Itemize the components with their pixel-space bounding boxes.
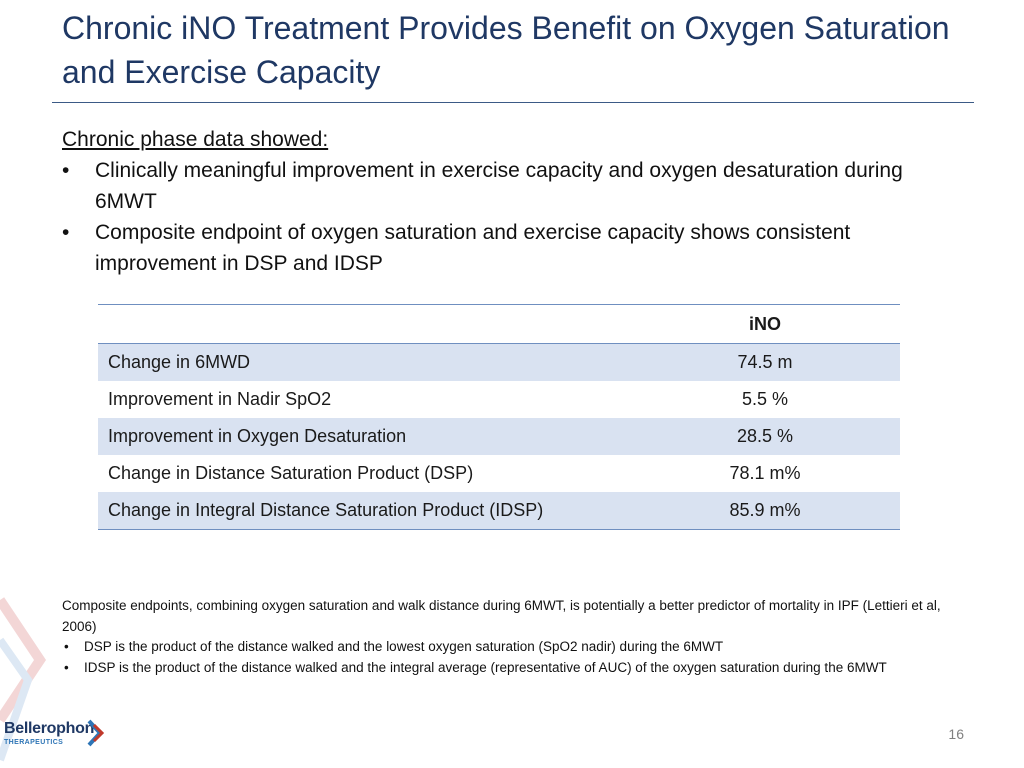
title-divider <box>52 102 974 103</box>
logo-name: Bellerophon <box>4 720 95 737</box>
footnote-bullet: • DSP is the product of the distance walk… <box>62 637 972 658</box>
row-label: Change in Integral Distance Saturation P… <box>108 500 544 520</box>
table-row: Change in Distance Saturation Product (D… <box>98 455 900 492</box>
row-value: 78.1 m% <box>729 463 801 483</box>
bullet-icon: • <box>62 159 70 182</box>
footnote-bullet-list: • DSP is the product of the distance walk… <box>62 637 972 678</box>
intro-bullet: • Composite endpoint of oxygen saturation… <box>62 217 962 279</box>
table-row: Change in Integral Distance Saturation P… <box>98 492 900 530</box>
company-logo: Bellerophon THERAPEUTICS <box>4 720 94 747</box>
bullet-icon: • <box>64 639 69 654</box>
table-header-label <box>98 305 630 344</box>
table-row: Change in 6MWD 74.5 m <box>98 343 900 381</box>
footnote-section: Composite endpoints, combining oxygen sa… <box>62 596 972 678</box>
bullet-icon: • <box>62 221 70 244</box>
row-value: 28.5 % <box>736 426 794 446</box>
row-value: 5.5 % <box>741 389 789 409</box>
page-number: 16 <box>948 726 964 742</box>
row-label: Improvement in Oxygen Desaturation <box>108 426 407 446</box>
row-value: 85.9 m% <box>729 500 801 520</box>
table-row: Improvement in Oxygen Desaturation 28.5 … <box>98 418 900 455</box>
results-table: iNO Change in 6MWD 74.5 m Improvement in… <box>98 304 900 530</box>
intro-section: Chronic phase data showed: • Clinically m… <box>62 124 962 279</box>
slide-title: Chronic iNO Treatment Provides Benefit o… <box>62 10 950 90</box>
row-label: Change in 6MWD <box>108 352 251 372</box>
row-label: Improvement in Nadir SpO2 <box>108 389 332 409</box>
row-value: 74.5 m <box>737 352 793 372</box>
intro-bullet-list: • Clinically meaningful improvement in ex… <box>62 155 962 279</box>
table-row: Improvement in Nadir SpO2 5.5 % <box>98 381 900 418</box>
table-header-row: iNO <box>98 304 900 344</box>
intro-heading: Chronic phase data showed: <box>62 128 329 151</box>
bullet-icon: • <box>64 659 69 675</box>
intro-bullet: • Clinically meaningful improvement in ex… <box>62 155 962 217</box>
bellerophon-chevron-logo-icon <box>87 719 105 747</box>
background-decoration <box>0 597 47 762</box>
table-header-ino: iNO <box>748 313 781 334</box>
footnote-text: Composite endpoints, combining oxygen sa… <box>62 598 941 634</box>
footnote-bullet: • IDSP is the product of the distance wal… <box>62 658 972 679</box>
row-label: Change in Distance Saturation Product (D… <box>108 463 474 483</box>
logo-subtitle: THERAPEUTICS <box>4 739 64 746</box>
